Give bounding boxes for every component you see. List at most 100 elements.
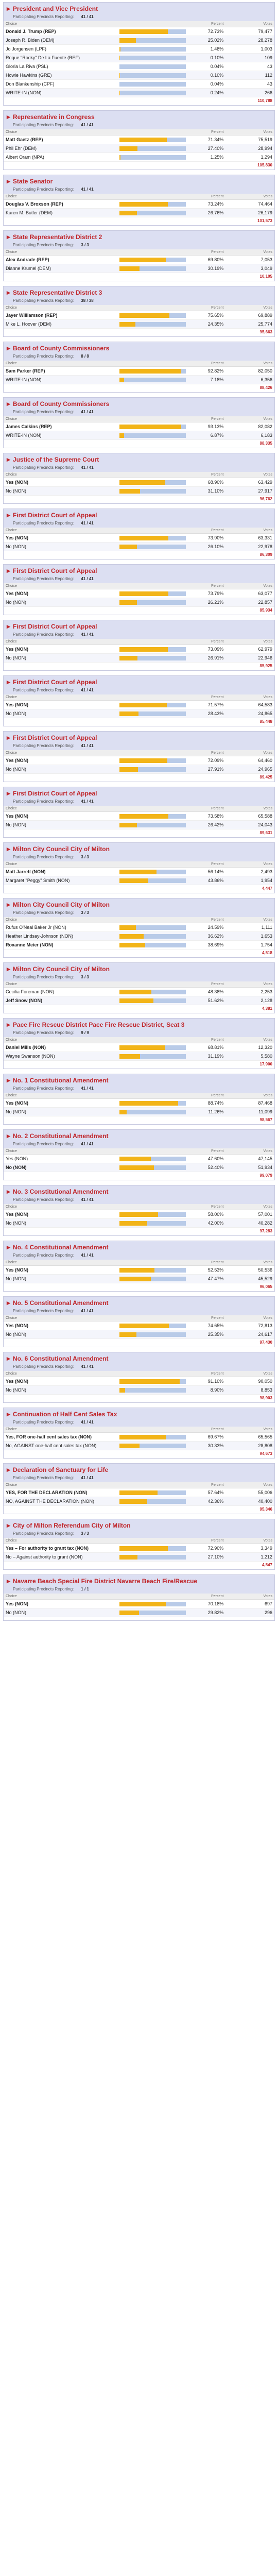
race-header[interactable]: ▶ No. 6 Constitutional Amendment Participa… xyxy=(4,1352,274,1371)
expand-arrow-icon[interactable]: ▶ xyxy=(7,234,10,240)
race-title[interactable]: ▶ Milton City Council City of Milton xyxy=(7,845,271,853)
race-header[interactable]: ▶ Milton City Council City of Milton Parti… xyxy=(4,963,274,981)
expand-arrow-icon[interactable]: ▶ xyxy=(7,790,10,796)
race-header[interactable]: ▶ No. 5 Constitutional Amendment Participa… xyxy=(4,1297,274,1315)
expand-arrow-icon[interactable]: ▶ xyxy=(7,1300,10,1306)
candidate-row: Margaret "Peggy" Smith (NON) 43.86% 1,954 xyxy=(4,876,274,885)
race-title[interactable]: ▶ Milton City Council City of Milton xyxy=(7,901,271,908)
race-header[interactable]: ▶ Milton City Council City of Milton Parti… xyxy=(4,899,274,917)
race-title[interactable]: ▶ No. 5 Constitutional Amendment xyxy=(7,1299,271,1307)
race-header[interactable]: ▶ City of Milton Referendum City of Milto… xyxy=(4,1519,274,1538)
race-header[interactable]: ▶ Board of County Commissioners Participat… xyxy=(4,398,274,416)
expand-arrow-icon[interactable]: ▶ xyxy=(7,114,10,120)
total-spacer xyxy=(117,1116,188,1125)
expand-arrow-icon[interactable]: ▶ xyxy=(7,735,10,740)
race-header[interactable]: ▶ Declaration of Sanctuary for Life Partic… xyxy=(4,1464,274,1482)
race-title[interactable]: ▶ First District Court of Appeal xyxy=(7,734,271,741)
total-spacer xyxy=(188,162,226,170)
race-title[interactable]: ▶ No. 2 Constitutional Amendment xyxy=(7,1132,271,1140)
expand-arrow-icon[interactable]: ▶ xyxy=(7,290,10,295)
results-table: Choice Percent Votes Yes (NON) 58.00% 57,001 N… xyxy=(4,1204,274,1235)
expand-arrow-icon[interactable]: ▶ xyxy=(7,1411,10,1417)
race-title[interactable]: ▶ City of Milton Referendum City of Milto… xyxy=(7,1522,271,1529)
race-header[interactable]: ▶ Board of County Commissioners Participat… xyxy=(4,342,274,361)
race-title[interactable]: ▶ No. 1 Constitutional Amendment xyxy=(7,1077,271,1084)
race-title[interactable]: ▶ Board of County Commissioners xyxy=(7,345,271,352)
expand-arrow-icon[interactable]: ▶ xyxy=(7,1077,10,1083)
race-title[interactable]: ▶ First District Court of Appeal xyxy=(7,623,271,630)
candidate-name: Yes (NON) xyxy=(4,1154,117,1163)
race-header[interactable]: ▶ Navarre Beach Special Fire District Nav… xyxy=(4,1575,274,1594)
race-title[interactable]: ▶ State Representative District 2 xyxy=(7,233,271,241)
race-title[interactable]: ▶ Declaration of Sanctuary for Life xyxy=(7,1466,271,1473)
race-header[interactable]: ▶ First District Court of Appeal Participa… xyxy=(4,787,274,806)
race-header[interactable]: ▶ State Representative District 2 Particip… xyxy=(4,231,274,249)
candidate-name: Yes (NON) xyxy=(4,478,117,487)
expand-arrow-icon[interactable]: ▶ xyxy=(7,456,10,462)
race-title[interactable]: ▶ No. 4 Constitutional Amendment xyxy=(7,1244,271,1251)
expand-arrow-icon[interactable]: ▶ xyxy=(7,178,10,184)
expand-arrow-icon[interactable]: ▶ xyxy=(7,902,10,907)
race-title[interactable]: ▶ First District Court of Appeal xyxy=(7,512,271,519)
candidate-row: Yes – For authority to grant tax (NON) 72… xyxy=(4,1544,274,1553)
race-title[interactable]: ▶ Continuation of Half Cent Sales Tax xyxy=(7,1411,271,1418)
race-title[interactable]: ▶ Milton City Council City of Milton xyxy=(7,965,271,973)
vote-bar-cell xyxy=(117,542,188,551)
race-title[interactable]: ▶ No. 3 Constitutional Amendment xyxy=(7,1188,271,1195)
expand-arrow-icon[interactable]: ▶ xyxy=(7,1133,10,1139)
race-header[interactable]: ▶ First District Court of Appeal Participa… xyxy=(4,509,274,528)
expand-arrow-icon[interactable]: ▶ xyxy=(7,401,10,406)
precincts-count: 3 / 3 xyxy=(81,975,89,979)
race-header[interactable]: ▶ Representative in Congress Participating… xyxy=(4,111,274,129)
race-header[interactable]: ▶ First District Court of Appeal Participa… xyxy=(4,676,274,694)
vote-bar-track xyxy=(119,600,186,605)
vote-bar-track xyxy=(119,90,186,95)
race-header[interactable]: ▶ Milton City Council City of Milton Parti… xyxy=(4,843,274,861)
race-title[interactable]: ▶ Justice of the Supreme Court xyxy=(7,456,271,463)
race-title[interactable]: ▶ President and Vice President xyxy=(7,5,271,12)
race-header[interactable]: ▶ No. 2 Constitutional Amendment Participa… xyxy=(4,1130,274,1148)
race-header[interactable]: ▶ State Senator Participating Precincts Re… xyxy=(4,175,274,194)
race-title[interactable]: ▶ Board of County Commissioners xyxy=(7,400,271,408)
vote-percent: 0.10% xyxy=(187,53,226,62)
expand-arrow-icon[interactable]: ▶ xyxy=(7,512,10,518)
race-header[interactable]: ▶ State Representative District 3 Particip… xyxy=(4,286,274,305)
expand-arrow-icon[interactable]: ▶ xyxy=(7,1022,10,1027)
candidate-row: Donald J. Trump (REP) 72.73% 79,477 xyxy=(4,27,274,36)
expand-arrow-icon[interactable]: ▶ xyxy=(7,6,10,11)
race-header[interactable]: ▶ First District Court of Appeal Participa… xyxy=(4,620,274,639)
expand-arrow-icon[interactable]: ▶ xyxy=(7,679,10,685)
vote-percent: 26.42% xyxy=(187,820,226,829)
expand-arrow-icon[interactable]: ▶ xyxy=(7,1578,10,1584)
race-title[interactable]: ▶ Navarre Beach Special Fire District Nav… xyxy=(7,1578,271,1585)
race-title[interactable]: ▶ First District Court of Appeal xyxy=(7,679,271,686)
race-title[interactable]: ▶ State Senator xyxy=(7,178,271,185)
expand-arrow-icon[interactable]: ▶ xyxy=(7,1355,10,1361)
race-header[interactable]: ▶ Continuation of Half Cent Sales Tax Part… xyxy=(4,1408,274,1427)
expand-arrow-icon[interactable]: ▶ xyxy=(7,568,10,573)
race-header[interactable]: ▶ First District Court of Appeal Participa… xyxy=(4,732,274,750)
race-header[interactable]: ▶ President and Vice President Participati… xyxy=(4,3,274,21)
expand-arrow-icon[interactable]: ▶ xyxy=(7,966,10,972)
race-title[interactable]: ▶ State Representative District 3 xyxy=(7,289,271,296)
vote-percent: 72.73% xyxy=(187,27,226,36)
race-header[interactable]: ▶ First District Court of Appeal Participa… xyxy=(4,565,274,583)
expand-arrow-icon[interactable]: ▶ xyxy=(7,1522,10,1528)
expand-arrow-icon[interactable]: ▶ xyxy=(7,623,10,629)
race-header[interactable]: ▶ No. 4 Constitutional Amendment Participa… xyxy=(4,1241,274,1260)
expand-arrow-icon[interactable]: ▶ xyxy=(7,1244,10,1250)
expand-arrow-icon[interactable]: ▶ xyxy=(7,1467,10,1472)
expand-arrow-icon[interactable]: ▶ xyxy=(7,345,10,351)
race-header[interactable]: ▶ No. 3 Constitutional Amendment Participa… xyxy=(4,1185,274,1204)
race-title[interactable]: ▶ First District Court of Appeal xyxy=(7,790,271,797)
race-header[interactable]: ▶ Justice of the Supreme Court Participati… xyxy=(4,453,274,472)
race-title[interactable]: ▶ First District Court of Appeal xyxy=(7,567,271,574)
race-title[interactable]: ▶ Representative in Congress xyxy=(7,113,271,121)
race-header[interactable]: ▶ Pace Fire Rescue District Pace Fire Res… xyxy=(4,1019,274,1037)
expand-arrow-icon[interactable]: ▶ xyxy=(7,1189,10,1194)
race-header[interactable]: ▶ No. 1 Constitutional Amendment Participa… xyxy=(4,1074,274,1093)
race-title[interactable]: ▶ Pace Fire Rescue District Pace Fire Res… xyxy=(7,1021,271,1028)
expand-arrow-icon[interactable]: ▶ xyxy=(7,846,10,852)
race-title[interactable]: ▶ No. 6 Constitutional Amendment xyxy=(7,1355,271,1362)
candidate-row: James Calkins (REP) 93.13% 82,082 xyxy=(4,422,274,431)
